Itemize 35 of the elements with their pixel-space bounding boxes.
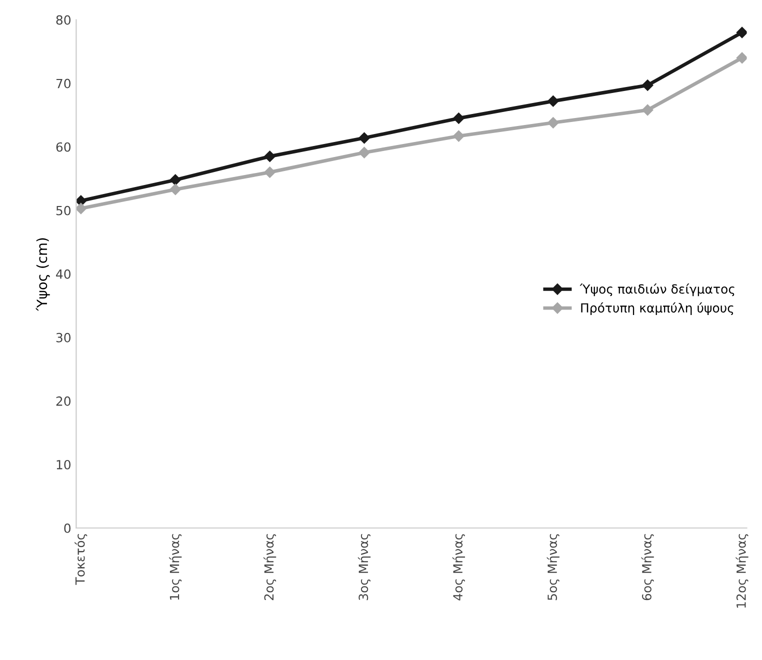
point (453, 130, 464, 142)
point (170, 184, 181, 196)
x-tick-label: 3ος Μήνας (358, 534, 371, 600)
point (642, 80, 654, 91)
x-tick-label: 6ος Μήνας (641, 534, 654, 600)
y-tick-label: 30 (56, 332, 71, 342)
point (736, 26, 747, 38)
point (358, 132, 370, 144)
y-tick-label: 60 (56, 142, 71, 152)
point (642, 104, 654, 116)
y-axis-title: Ύψος (cm) (36, 238, 50, 311)
x-tick-label: 12ος Μήνας (736, 534, 748, 608)
x-tick-label: 4ος Μήνας (452, 534, 466, 600)
point (170, 174, 181, 186)
point (548, 117, 559, 128)
y-tick-label: 50 (56, 206, 71, 216)
y-tick-label: 70 (56, 78, 71, 88)
y-tick-label: 40 (56, 269, 71, 279)
x-tick-label: 1ος Μήνας (169, 534, 182, 600)
point (358, 146, 370, 158)
x-tick-label: Τοκετός (74, 534, 88, 585)
y-tick-label: 0 (64, 523, 71, 533)
legend-label: Ύψος παιδιών δείγματος (580, 284, 734, 296)
y-tick-label: 80 (56, 15, 71, 25)
point (76, 202, 87, 214)
point (736, 52, 747, 64)
y-tick-label: 10 (56, 460, 71, 470)
y-tick-label: 20 (56, 396, 71, 406)
x-tick-label: 2ος Μήνας (264, 534, 276, 600)
point (453, 112, 464, 124)
point (264, 166, 276, 178)
point (264, 150, 276, 162)
point (548, 96, 559, 107)
legend-label: Πρότυπη καμπύλη ύψους (581, 302, 734, 316)
x-tick-label: 5ος Μήνας (546, 534, 560, 600)
